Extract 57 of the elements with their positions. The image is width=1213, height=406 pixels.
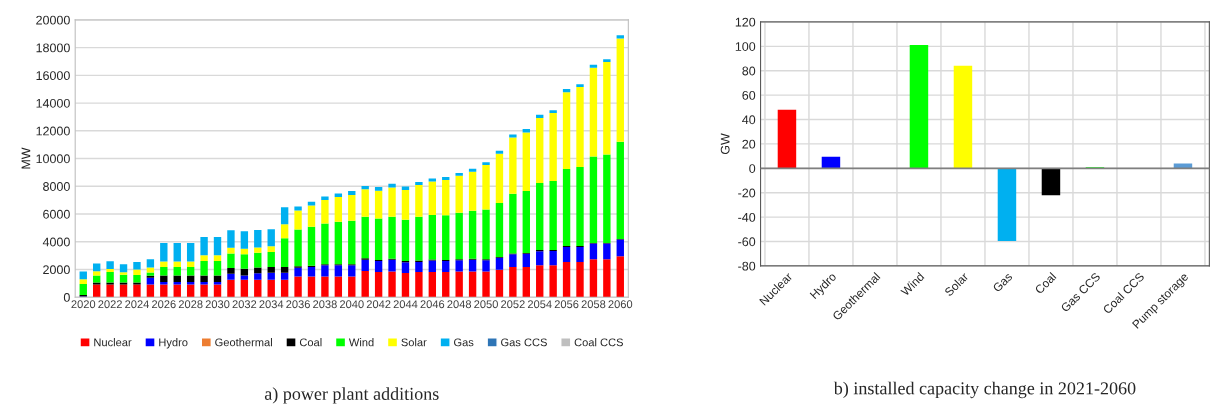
y-tick-label: 60 [742, 90, 756, 100]
y-tick-label: 100 [735, 42, 756, 51]
x-tick-label: 2044 [393, 300, 418, 309]
y-tick-label: 12000 [36, 126, 70, 136]
legend-label: Wind [348, 338, 374, 347]
x-tick-label: 2054 [527, 300, 552, 309]
x-tick-label: 2036 [286, 300, 310, 309]
x-tick-label: Gas [992, 272, 1013, 293]
x-tick-label: 2058 [581, 300, 606, 309]
y-tick-label: 80 [742, 66, 756, 76]
legend-label: Hydro [159, 338, 188, 349]
y-axis-title: MW [21, 147, 31, 169]
legend-label: Coal [299, 338, 322, 347]
x-tick-label: 2052 [501, 300, 525, 309]
y-tick-label: 10000 [36, 154, 70, 164]
x-tick-label: 2048 [447, 300, 472, 309]
x-tick-label: 2024 [125, 300, 149, 309]
y-tick-label: 2000 [43, 265, 70, 275]
y-tick-label: 18000 [36, 43, 70, 53]
x-tick-label: 2042 [366, 300, 391, 309]
text: a) power plant additions [264, 387, 439, 404]
y-tick-label: 20 [742, 139, 756, 149]
x-tick-label: 2028 [178, 300, 203, 309]
y-tick-label: -40 [738, 212, 756, 222]
x-tick-label: 2032 [232, 300, 257, 309]
x-tick-label: 2020 [71, 300, 96, 309]
y-tick-label: -80 [738, 261, 756, 271]
legend-label: Gas CCS [501, 338, 547, 347]
y-tick-label: -60 [738, 237, 756, 247]
x-tick-label: 2034 [259, 300, 284, 309]
y-tick-label: 120 [735, 17, 756, 27]
y-tick-label: 20000 [36, 15, 70, 25]
y-tick-label: 0 [749, 164, 756, 173]
y-tick-label: -20 [738, 188, 756, 198]
x-tick-label: 2022 [98, 300, 122, 309]
legend-label: Gas [454, 338, 474, 347]
x-tick-label: 2060 [608, 300, 633, 309]
x-tick-label: 2056 [554, 300, 579, 309]
legend-label: Nuclear [94, 338, 132, 347]
legend-label: Solar [401, 338, 427, 347]
legend-label: Geothermal [215, 338, 272, 347]
y-tick-label: 16000 [36, 71, 70, 81]
x-tick-label: 2038 [313, 300, 337, 309]
x-tick-label: 2030 [205, 300, 230, 309]
y-tick-label: 40 [742, 115, 756, 125]
y-axis-title: GW [720, 133, 730, 155]
legend-label: Coal CCS [574, 338, 623, 347]
x-tick-label: 2050 [474, 300, 498, 309]
y-tick-label: 14000 [36, 98, 70, 108]
y-tick-label: 8000 [43, 182, 70, 191]
x-tick-label: 2026 [152, 300, 176, 309]
x-tick-label: 2040 [339, 300, 364, 309]
y-tick-label: 6000 [43, 209, 70, 219]
text: b) installed capacity change in 2021-2060 [833, 381, 1136, 399]
x-tick-label: 2046 [420, 300, 445, 309]
y-tick-label: 0 [63, 292, 70, 302]
y-tick-label: 4000 [42, 237, 70, 247]
